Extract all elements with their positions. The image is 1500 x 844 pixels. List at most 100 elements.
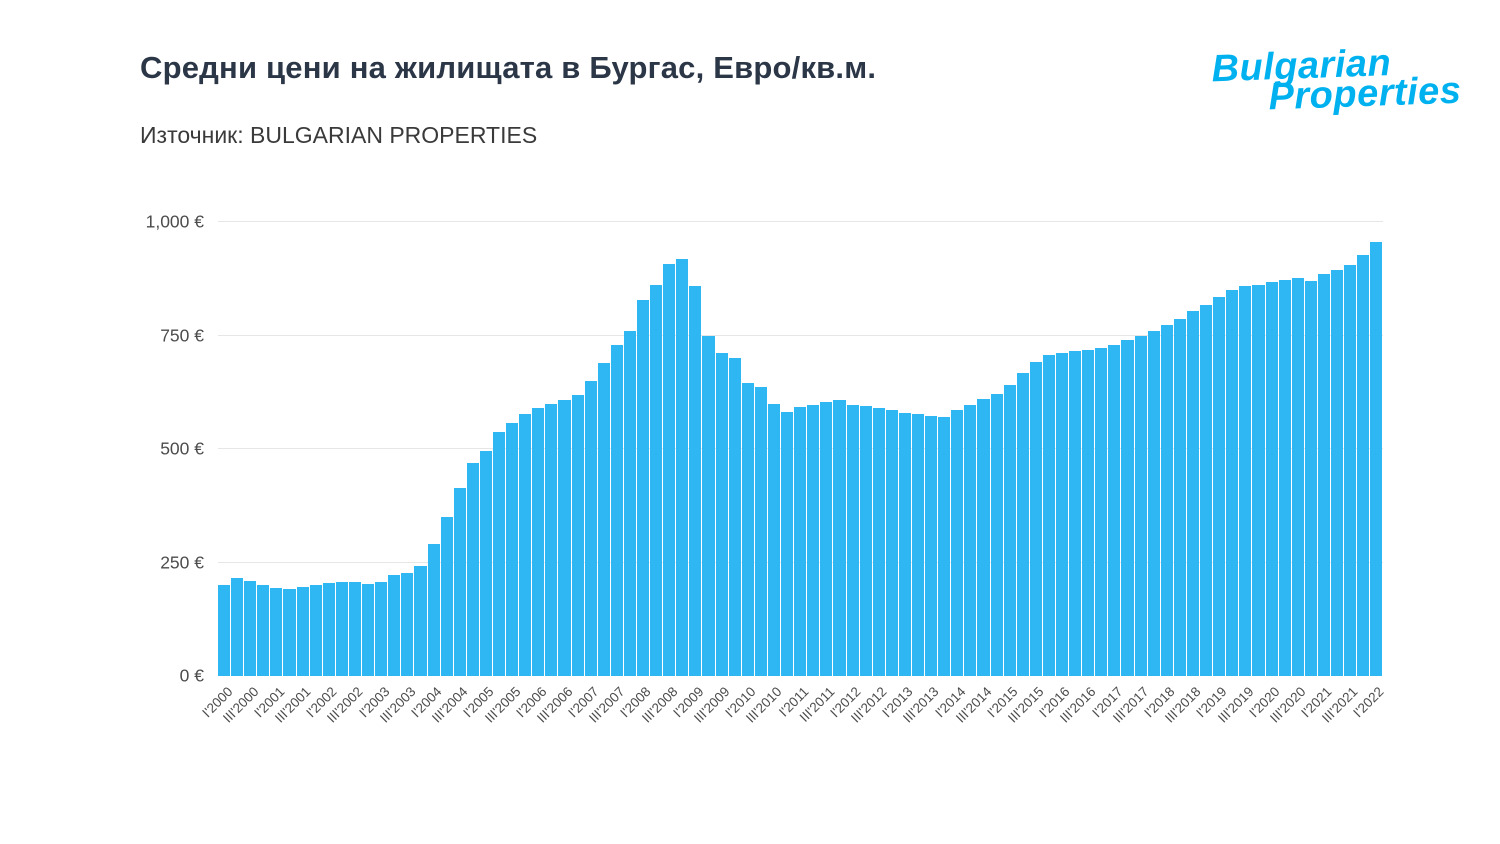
bar-III'2012: [872, 408, 885, 676]
bar-IV'2015: [1042, 355, 1055, 676]
bar-II'2004: [440, 517, 453, 676]
bar-IV'2006: [571, 394, 584, 676]
bar-IV'2014: [990, 393, 1003, 676]
bar-II'2011: [807, 404, 820, 676]
bar-III'2000: [244, 580, 257, 676]
bar-I'2014: [951, 410, 964, 676]
y-axis-label: 1,000 €: [145, 211, 204, 232]
bar-III'2007: [610, 345, 623, 676]
bulgarian-properties-logo: Bulgarian Properties: [1211, 42, 1462, 120]
bar-IV'2016: [1095, 347, 1108, 676]
bar-III'2010: [767, 403, 781, 676]
bar-II'2009: [702, 336, 715, 676]
bar-III'2003: [401, 572, 414, 676]
bar-II'2017: [1121, 340, 1134, 676]
bar-I'2003: [375, 582, 388, 676]
bar-II'2007: [597, 362, 610, 676]
bar-III'2021: [1344, 265, 1357, 676]
bar-I'2000: [218, 585, 231, 676]
bar-III'2009: [715, 352, 728, 676]
bar-I'2017: [1108, 344, 1121, 676]
bar-I'2018: [1160, 325, 1173, 676]
bar-IV'2003: [414, 565, 427, 676]
bar-IV'2005: [519, 414, 532, 676]
y-axis-label: 250 €: [160, 552, 204, 572]
bar-II'2001: [283, 588, 296, 676]
plot-area: 0 € 250 € 500 € 750 € 1,000 €: [146, 212, 1383, 686]
chart-title: Средни цени на жилищата в Бургас, Евро/к…: [140, 50, 877, 85]
bar-I'2022: [1370, 242, 1383, 676]
bar-I'2019: [1213, 296, 1226, 676]
gridline: [218, 221, 1383, 222]
bar-II'2013: [911, 414, 925, 676]
bar-I'2012: [846, 404, 859, 676]
bar-III'2011: [820, 402, 833, 676]
bar-IV'2010: [781, 411, 794, 676]
bar-III'2002: [348, 582, 362, 676]
bar-III'2004: [453, 487, 466, 676]
bar-IV'2018: [1200, 304, 1213, 676]
bar-IV'2019: [1252, 284, 1265, 676]
bar-I'2009: [689, 286, 702, 676]
gridline: [218, 334, 1383, 336]
bar-IV'2007: [623, 330, 636, 676]
bar-IV'2004: [466, 462, 479, 676]
bar-III'2006: [558, 399, 571, 676]
bar-IV'2017: [1147, 330, 1160, 676]
bar-IV'2008: [676, 259, 689, 676]
bar-IV'2001: [309, 584, 322, 676]
y-axis-label: 500 €: [160, 438, 204, 459]
bar-II'2000: [231, 577, 244, 676]
bar-IV'2011: [833, 399, 846, 676]
bar-IV'2013: [938, 417, 951, 676]
bar-II'2021: [1330, 269, 1344, 676]
source-label: Източник: BULGARIAN PROPERTIES: [140, 122, 538, 148]
logo-word-properties: Properties: [1267, 69, 1463, 119]
bar-II'2019: [1226, 290, 1239, 676]
bar-II'2008: [650, 284, 663, 676]
bar-II'2010: [754, 386, 767, 676]
bar-I'2010: [741, 383, 754, 676]
x-axis-labels: I'2000 III'2000 I'2001 III'2001 I'2002 III'20…: [199, 684, 1387, 779]
bar-IV'2020: [1304, 281, 1317, 676]
bar-II'2005: [492, 432, 506, 676]
bar-III'2015: [1029, 361, 1042, 676]
bar-I'2007: [584, 380, 597, 676]
bar-I'2008: [637, 300, 650, 676]
bar-II'2012: [859, 406, 872, 676]
bar-IV'2021: [1357, 254, 1370, 676]
bar-I'2021: [1317, 274, 1330, 676]
bar-III'2013: [925, 415, 938, 676]
bars-container: [218, 222, 1383, 676]
bar-I'2006: [532, 408, 545, 676]
bar-III'2018: [1186, 311, 1200, 676]
bar-II'2020: [1278, 279, 1291, 676]
bar-I'2002: [322, 583, 335, 676]
bar-III'2019: [1239, 286, 1252, 676]
bar-III'2016: [1082, 349, 1095, 676]
bar-III'2020: [1291, 278, 1304, 676]
bar-I'2001: [270, 588, 283, 676]
bar-II'2002: [335, 581, 348, 676]
bar-chart: 0 € 250 € 500 € 750 € 1,000 € I'2000 III'2000…: [0, 205, 1500, 805]
bar-IV'2012: [885, 409, 898, 676]
bar-I'2020: [1265, 281, 1278, 676]
bar-I'2015: [1003, 384, 1016, 676]
bar-I'2005: [479, 451, 492, 676]
bar-IV'2009: [728, 358, 741, 676]
bar-I'2004: [427, 544, 440, 676]
bar-III'2008: [663, 263, 676, 676]
bar-I'2013: [898, 412, 911, 676]
bar-II'2014: [964, 404, 977, 676]
bar-III'2017: [1134, 335, 1147, 676]
bar-IV'2000: [257, 585, 270, 676]
bar-II'2018: [1173, 319, 1186, 676]
bar-IV'2002: [362, 583, 375, 676]
y-axis-label: 0 €: [179, 665, 204, 686]
bar-II'2003: [388, 574, 401, 676]
bar-I'2011: [794, 407, 807, 676]
y-axis-label: 750 €: [160, 325, 204, 345]
bar-III'2001: [296, 586, 309, 676]
bar-II'2015: [1016, 373, 1029, 676]
bar-II'2006: [545, 403, 558, 676]
